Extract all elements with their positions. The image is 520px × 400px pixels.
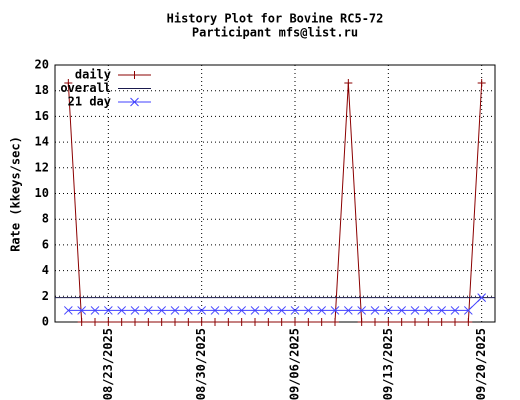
data-point [264, 318, 273, 326]
x-tick-label: 09/20/2025 [474, 328, 488, 400]
data-point [77, 318, 86, 326]
data-point [130, 306, 140, 315]
data-point [64, 78, 73, 87]
data-point [304, 318, 313, 326]
data-point [77, 306, 87, 315]
data-point [277, 306, 287, 315]
data-point [291, 318, 299, 326]
series-line [67, 82, 483, 323]
data-point [450, 306, 460, 315]
data-point [90, 306, 100, 315]
data-point [170, 306, 180, 315]
legend-label: daily [75, 68, 111, 82]
data-point [117, 318, 126, 326]
data-point [371, 318, 379, 326]
data-point [330, 306, 340, 315]
data-point [317, 318, 326, 326]
data-point [411, 318, 419, 326]
y-tick-label: 2 [42, 289, 49, 303]
data-point [197, 306, 207, 315]
data-point [383, 306, 393, 315]
data-point [424, 318, 433, 326]
data-point [143, 306, 153, 315]
y-tick-label: 6 [42, 237, 49, 251]
data-point [103, 306, 113, 315]
data-point [477, 293, 487, 302]
data-point [384, 318, 393, 326]
data-point [437, 318, 446, 326]
y-tick-label: 14 [35, 135, 49, 149]
y-axis-label: Rate (kkeys/sec) [9, 136, 23, 252]
data-point [224, 318, 233, 326]
data-point [237, 318, 246, 326]
data-point [331, 318, 339, 326]
data-point [263, 306, 273, 315]
data-point [397, 318, 406, 326]
data-point [477, 78, 486, 87]
data-point [464, 318, 473, 326]
y-tick-label: 0 [42, 315, 49, 329]
data-point [357, 318, 366, 326]
data-point [157, 318, 166, 326]
data-point [397, 306, 407, 315]
data-point [410, 306, 420, 315]
legend-label: 21 day [68, 95, 111, 109]
data-point [117, 306, 127, 315]
data-point [183, 306, 193, 315]
chart-subtitle: Participant mfs@list.ru [192, 26, 358, 40]
y-tick-label: 8 [42, 212, 49, 226]
y-tick-label: 4 [42, 263, 49, 277]
data-point [251, 318, 259, 326]
data-point [144, 318, 153, 326]
x-tick-label: 08/23/2025 [101, 328, 115, 400]
legend-marker [130, 97, 139, 107]
y-tick-label: 12 [35, 160, 49, 174]
y-tick-label: 18 [35, 83, 49, 97]
data-point [131, 318, 139, 326]
data-point [237, 306, 247, 315]
y-tick-label: 20 [35, 58, 49, 72]
legend-marker [130, 71, 139, 79]
x-tick-label: 09/13/2025 [381, 328, 395, 400]
x-tick-label: 09/06/2025 [288, 328, 302, 400]
data-point [210, 306, 220, 315]
series-line [68, 297, 483, 311]
data-point [303, 306, 313, 315]
chart-title: History Plot for Bovine RC5-72 [167, 12, 384, 26]
data-point [63, 306, 73, 315]
data-point [423, 306, 433, 315]
y-tick-label: 16 [35, 109, 49, 123]
data-point [250, 306, 260, 315]
data-point [91, 318, 99, 326]
y-tick-label: 10 [35, 186, 49, 200]
data-point [171, 318, 179, 326]
legend-label: overall [60, 81, 111, 95]
data-point [357, 306, 367, 315]
data-point [343, 306, 353, 315]
data-point [211, 318, 219, 326]
x-tick-label: 08/30/2025 [194, 328, 208, 400]
data-point [437, 306, 447, 315]
data-point [463, 306, 473, 315]
data-point [197, 318, 206, 326]
data-point [451, 318, 459, 326]
data-point [223, 306, 233, 315]
data-point [344, 78, 353, 87]
data-point [104, 318, 113, 326]
data-point [157, 306, 167, 315]
data-point [277, 318, 286, 326]
data-point [184, 318, 193, 326]
data-point [317, 306, 327, 315]
data-point [290, 306, 300, 315]
data-point [370, 306, 380, 315]
